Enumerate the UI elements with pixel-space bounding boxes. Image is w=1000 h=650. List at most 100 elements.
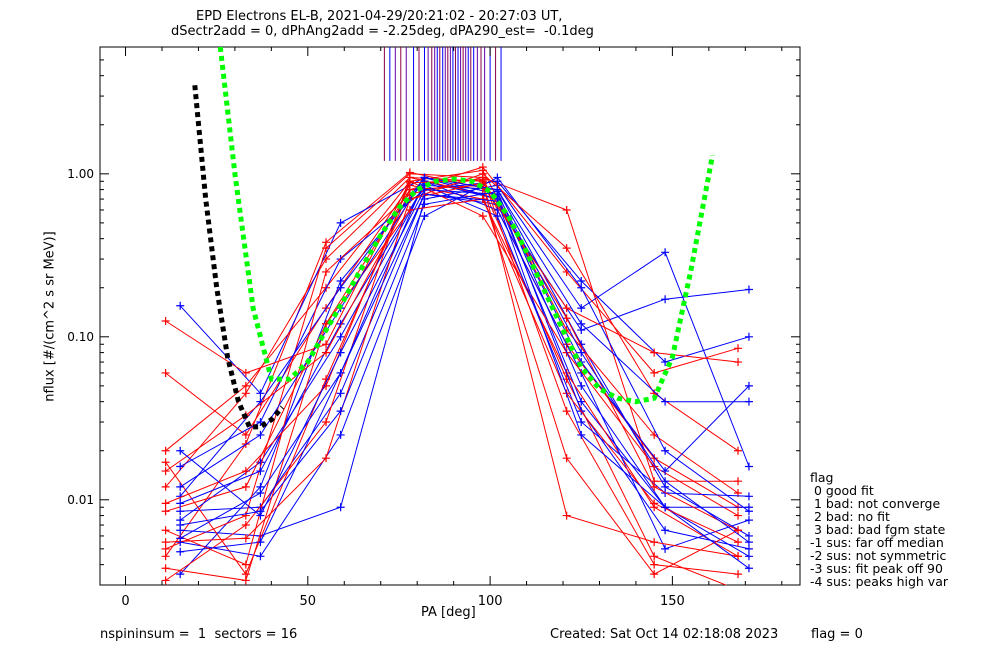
- data-point: [734, 477, 743, 486]
- series-line: [165, 173, 738, 550]
- data-point: [650, 560, 659, 569]
- data-point: [161, 317, 170, 326]
- data-point: [577, 276, 586, 285]
- data-point: [478, 163, 487, 172]
- data-point: [336, 368, 345, 377]
- series-line: [180, 184, 750, 504]
- data-point: [336, 430, 345, 439]
- data-point: [562, 205, 571, 214]
- data-point: [241, 576, 250, 585]
- legend-entry: 0 good fit: [810, 483, 874, 498]
- data-point: [161, 446, 170, 455]
- data-point: [744, 544, 753, 553]
- data-point: [336, 407, 345, 416]
- data-point: [478, 212, 487, 221]
- data-point: [322, 340, 331, 349]
- data-point: [176, 499, 185, 508]
- data-point: [161, 544, 170, 553]
- data-point: [176, 521, 185, 530]
- data-point: [161, 526, 170, 535]
- data-point: [161, 507, 170, 516]
- x-axis-label: PA [deg]: [421, 605, 476, 620]
- data-point: [256, 511, 265, 520]
- series-layer: [161, 163, 753, 585]
- data-point: [241, 389, 250, 398]
- data-point: [577, 397, 586, 406]
- legend-entry: 2 bad: no fit: [810, 509, 890, 524]
- data-point: [336, 218, 345, 227]
- data-point: [241, 368, 250, 377]
- annotation-nspin: nspininsum = 1 sectors = 16: [100, 627, 298, 642]
- data-point: [650, 570, 659, 579]
- data-point: [744, 462, 753, 471]
- model-curve: [217, 47, 715, 405]
- data-point: [661, 467, 670, 476]
- data-point: [241, 467, 250, 476]
- flag-legend: flag 0 good fit 1 bad: not converge 2 ba…: [810, 471, 948, 588]
- data-point: [734, 526, 743, 535]
- series-line: [165, 171, 728, 585]
- legend-entry: -3 sus: fit peak off 90: [810, 561, 943, 576]
- data-point: [744, 381, 753, 390]
- series-line: [179, 180, 750, 467]
- data-point: [176, 570, 185, 579]
- x-tick-label: 150: [660, 594, 685, 609]
- data-point: [661, 544, 670, 553]
- data-point: [241, 430, 250, 439]
- data-point: [336, 503, 345, 512]
- data-point: [650, 538, 659, 547]
- y-tick-label: 0.10: [67, 330, 94, 344]
- data-point: [256, 467, 265, 476]
- data-point: [161, 538, 170, 547]
- data-point: [161, 467, 170, 476]
- y-tick-label: 0.01: [67, 493, 94, 507]
- y-axis-label: nflux [#/(cm^2 s sr MeV)]: [42, 231, 58, 402]
- data-point: [241, 482, 250, 491]
- legend-entry: -2 sus: not symmetric: [810, 548, 947, 563]
- data-point: [161, 499, 170, 508]
- data-point: [577, 304, 586, 313]
- data-point: [256, 389, 265, 398]
- data-point: [577, 430, 586, 439]
- data-point: [744, 397, 753, 406]
- chart-title: EPD Electrons EL-B, 2021-04-29/20:21:02 …: [196, 9, 563, 24]
- data-point: [650, 454, 659, 463]
- data-point: [322, 244, 331, 253]
- data-point: [176, 446, 185, 455]
- data-point: [176, 534, 185, 543]
- data-point: [562, 454, 571, 463]
- data-point: [744, 538, 753, 547]
- data-point: [161, 576, 170, 585]
- data-point: [405, 178, 414, 187]
- legend-entry: -4 sus: peaks high var: [810, 574, 949, 589]
- data-point: [577, 319, 586, 328]
- data-point: [161, 458, 170, 467]
- data-point: [161, 564, 170, 573]
- x-tick-label: 100: [478, 594, 503, 609]
- data-point: [744, 332, 753, 341]
- data-point: [256, 418, 265, 427]
- data-point: [176, 462, 185, 471]
- data-point: [176, 507, 185, 516]
- data-point: [661, 503, 670, 512]
- data-point: [734, 538, 743, 547]
- data-point: [161, 368, 170, 377]
- data-point: [161, 482, 170, 491]
- data-point: [562, 314, 571, 323]
- data-point: [577, 418, 586, 427]
- data-point: [661, 397, 670, 406]
- series-line: [179, 176, 750, 497]
- series-line: [165, 180, 739, 517]
- data-point: [562, 511, 571, 520]
- data-point: [420, 212, 429, 221]
- data-point: [241, 381, 250, 390]
- data-point: [256, 430, 265, 439]
- series-line: [180, 180, 750, 553]
- data-point: [562, 407, 571, 416]
- data-point: [562, 304, 571, 313]
- series-line: [165, 179, 739, 531]
- data-point: [734, 552, 743, 561]
- data-point: [241, 560, 250, 569]
- x-tick-label: 50: [300, 594, 317, 609]
